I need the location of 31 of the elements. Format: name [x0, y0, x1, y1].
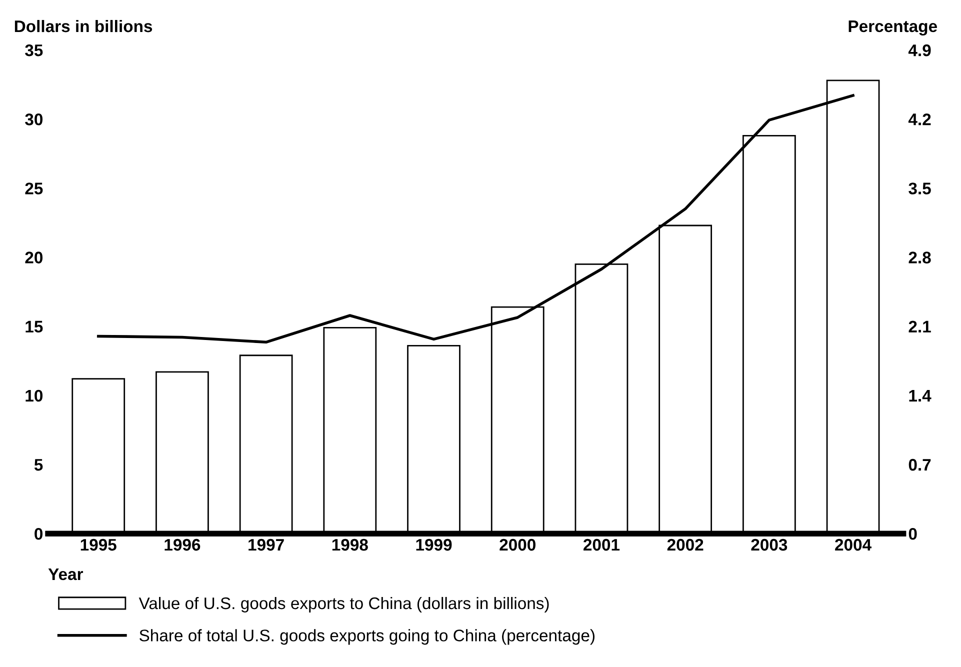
x-tick-label: 2000 [500, 538, 536, 551]
x-axis-title: Year [48, 568, 84, 580]
x-tick-label: 2002 [667, 538, 704, 551]
x-tick-label: 2003 [751, 538, 788, 551]
y2-tick-label: 2.8 [908, 252, 931, 264]
y-tick-label: 10 [26, 390, 43, 402]
y-tick-label: 0 [34, 528, 43, 540]
y-tick-label: 25 [25, 182, 43, 194]
y2-tick-label: 0.7 [908, 458, 931, 471]
y2-tick-label: 1.4 [909, 390, 932, 402]
y2-tick-label: 0 [908, 528, 917, 540]
y2-tick-label: 2.1 [908, 320, 931, 332]
y-tick-label: 30 [25, 114, 43, 126]
y-axis-title: Dollars in billions [14, 20, 152, 32]
x-tick-label: 2001 [584, 538, 620, 551]
legend-label: Value of U.S. goods exports to China (dollars in billions) [138, 596, 549, 612]
y2-axis-title: Percentage [848, 20, 937, 36]
y-tick-label: 35 [25, 44, 43, 56]
y-tick-label: 15 [26, 320, 43, 333]
x-tick-label: 1999 [416, 538, 452, 551]
y2-tick-label: 3.5 [908, 182, 931, 194]
y-tick-label: 5 [34, 459, 43, 471]
x-tick-label: 1995 [80, 538, 116, 551]
x-tick-label: 1996 [164, 538, 200, 551]
x-tick-label: 2004 [835, 538, 872, 551]
y2-tick-label: 4.2 [908, 114, 931, 126]
x-tick-label: 1997 [248, 538, 284, 551]
y-tick-label: 20 [25, 252, 43, 264]
y2-tick-label: 4.9 [908, 44, 931, 56]
legend-label: Share of total U.S. goods exports going to China (percentage) [140, 629, 594, 645]
x-tick-label: 1998 [332, 538, 368, 551]
